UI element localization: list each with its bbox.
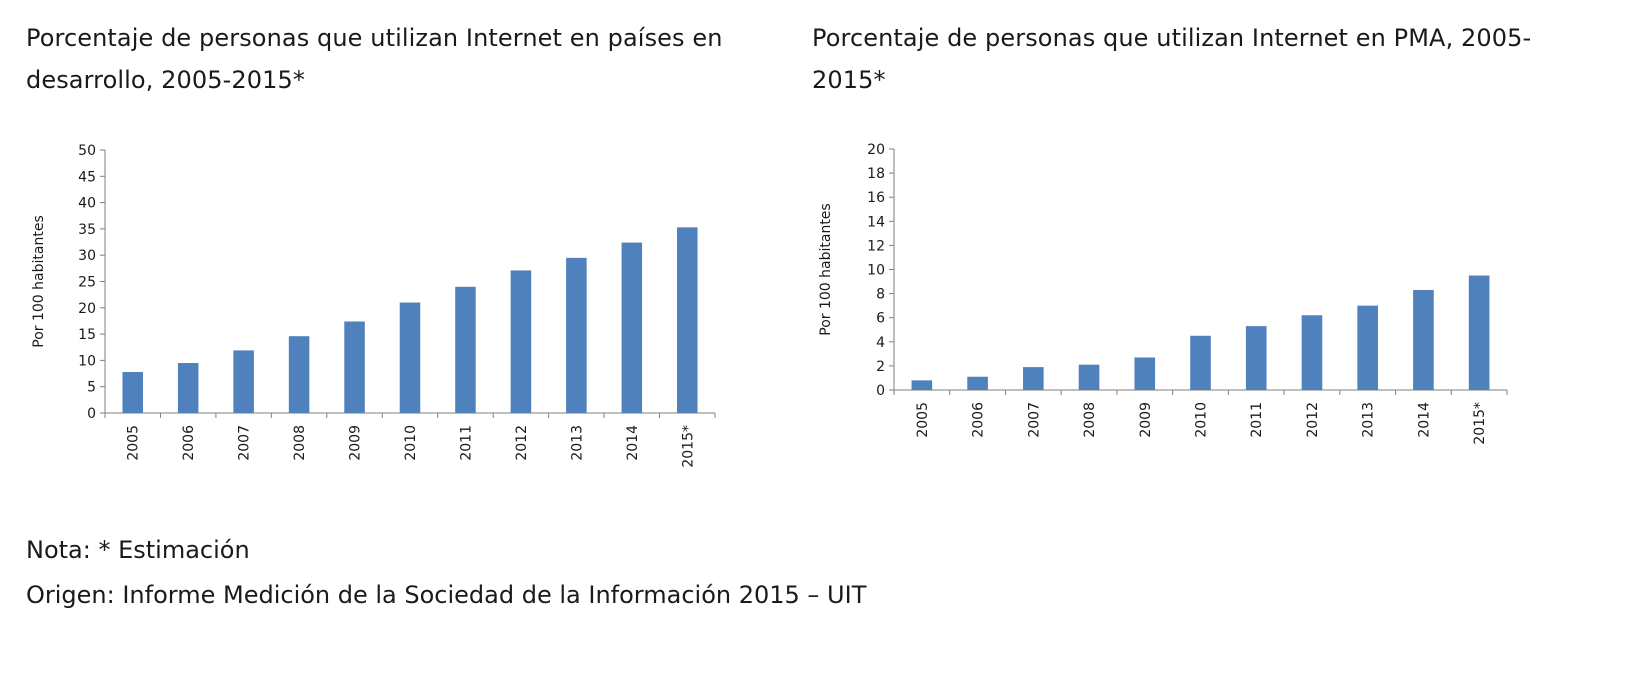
bar	[288, 336, 310, 413]
y-tick-label: 5	[87, 380, 96, 396]
bar	[1134, 357, 1156, 390]
bar	[1245, 326, 1267, 390]
bar	[967, 376, 988, 390]
x-tick-label: 2015*	[680, 425, 696, 468]
bar	[1357, 305, 1378, 390]
bar	[1190, 335, 1211, 390]
y-tick-label: 4	[876, 335, 885, 351]
bar	[455, 286, 476, 413]
y-tick-label: 20	[867, 142, 885, 158]
footnotes: Nota: * Estimación Origen: Informe Medic…	[26, 528, 866, 618]
x-tick-label: 2007	[1026, 402, 1042, 438]
x-tick-label: 2012	[1305, 402, 1321, 438]
bar	[677, 227, 698, 413]
x-tick-label: 2010	[403, 425, 419, 461]
y-tick-label: 15	[78, 327, 96, 343]
x-tick-label: 2006	[971, 402, 987, 438]
y-tick-label: 0	[876, 383, 885, 399]
x-tick-label: 2005	[126, 425, 142, 461]
bar	[1301, 315, 1323, 390]
x-tick-label: 2014	[625, 425, 641, 461]
x-tick-label: 2011	[458, 425, 474, 461]
y-tick-label: 16	[867, 190, 885, 206]
chart-title-right: Porcentaje de personas que utilizan Inte…	[812, 24, 1532, 94]
bar	[399, 302, 421, 413]
bar	[344, 321, 365, 413]
bar	[566, 257, 587, 413]
y-tick-label: 6	[876, 311, 885, 327]
bar	[122, 371, 143, 413]
x-tick-label: 2013	[569, 425, 585, 461]
note-estimation: Nota: * Estimación	[26, 536, 250, 564]
x-tick-label: 2007	[237, 425, 253, 461]
x-tick-label: 2012	[514, 425, 530, 461]
bar	[177, 363, 199, 413]
x-tick-label: 2009	[348, 425, 364, 461]
y-tick-label: 10	[78, 353, 96, 369]
bar	[1468, 275, 1490, 390]
x-tick-label: 2015*	[1472, 402, 1488, 445]
x-tick-label: 2010	[1194, 402, 1210, 438]
x-tick-label: 2011	[1249, 402, 1265, 438]
y-tick-label: 8	[876, 287, 885, 303]
y-tick-label: 18	[867, 166, 885, 182]
y-tick-label: 2	[876, 359, 885, 375]
y-axis-title: Por 100 habitantes	[818, 203, 834, 335]
y-tick-label: 10	[867, 263, 885, 279]
bar	[1023, 367, 1044, 390]
y-tick-label: 25	[78, 275, 96, 291]
y-tick-label: 20	[78, 301, 96, 317]
y-tick-label: 45	[78, 169, 96, 185]
y-tick-label: 0	[87, 406, 96, 422]
bar	[233, 350, 254, 413]
bar	[1413, 289, 1434, 390]
bar	[1078, 364, 1100, 390]
x-tick-label: 2005	[915, 402, 931, 438]
bar	[911, 380, 933, 390]
chart-group: 0 2 4 6 8 10 12 14 16 18 20 2005 2006 2007 2008 2009 201…	[818, 142, 1508, 445]
x-tick-label: 2008	[292, 425, 308, 461]
bar	[510, 270, 532, 413]
x-tick-label: 2008	[1082, 402, 1098, 438]
y-tick-label: 12	[867, 238, 885, 254]
y-tick-label: 40	[78, 196, 96, 212]
bar	[621, 242, 643, 413]
x-tick-label: 2014	[1416, 402, 1432, 438]
y-tick-label: 35	[78, 222, 96, 238]
y-tick-label: 30	[78, 248, 96, 264]
source-note: Origen: Informe Medición de la Sociedad …	[26, 581, 867, 609]
chart-group: 0 5 10 15 20 25 30 35 40 45 50 2005 2006 2007 2008 2009…	[31, 143, 716, 468]
x-tick-label: 2013	[1361, 402, 1377, 438]
y-tick-label: 14	[867, 214, 885, 230]
y-tick-label: 50	[78, 143, 96, 159]
x-tick-label: 2009	[1138, 402, 1154, 438]
x-tick-label: 2006	[181, 425, 197, 461]
chart-title-left: Porcentaje de personas que utilizan Inte…	[26, 24, 723, 94]
y-axis-title: Por 100 habitantes	[31, 215, 47, 347]
